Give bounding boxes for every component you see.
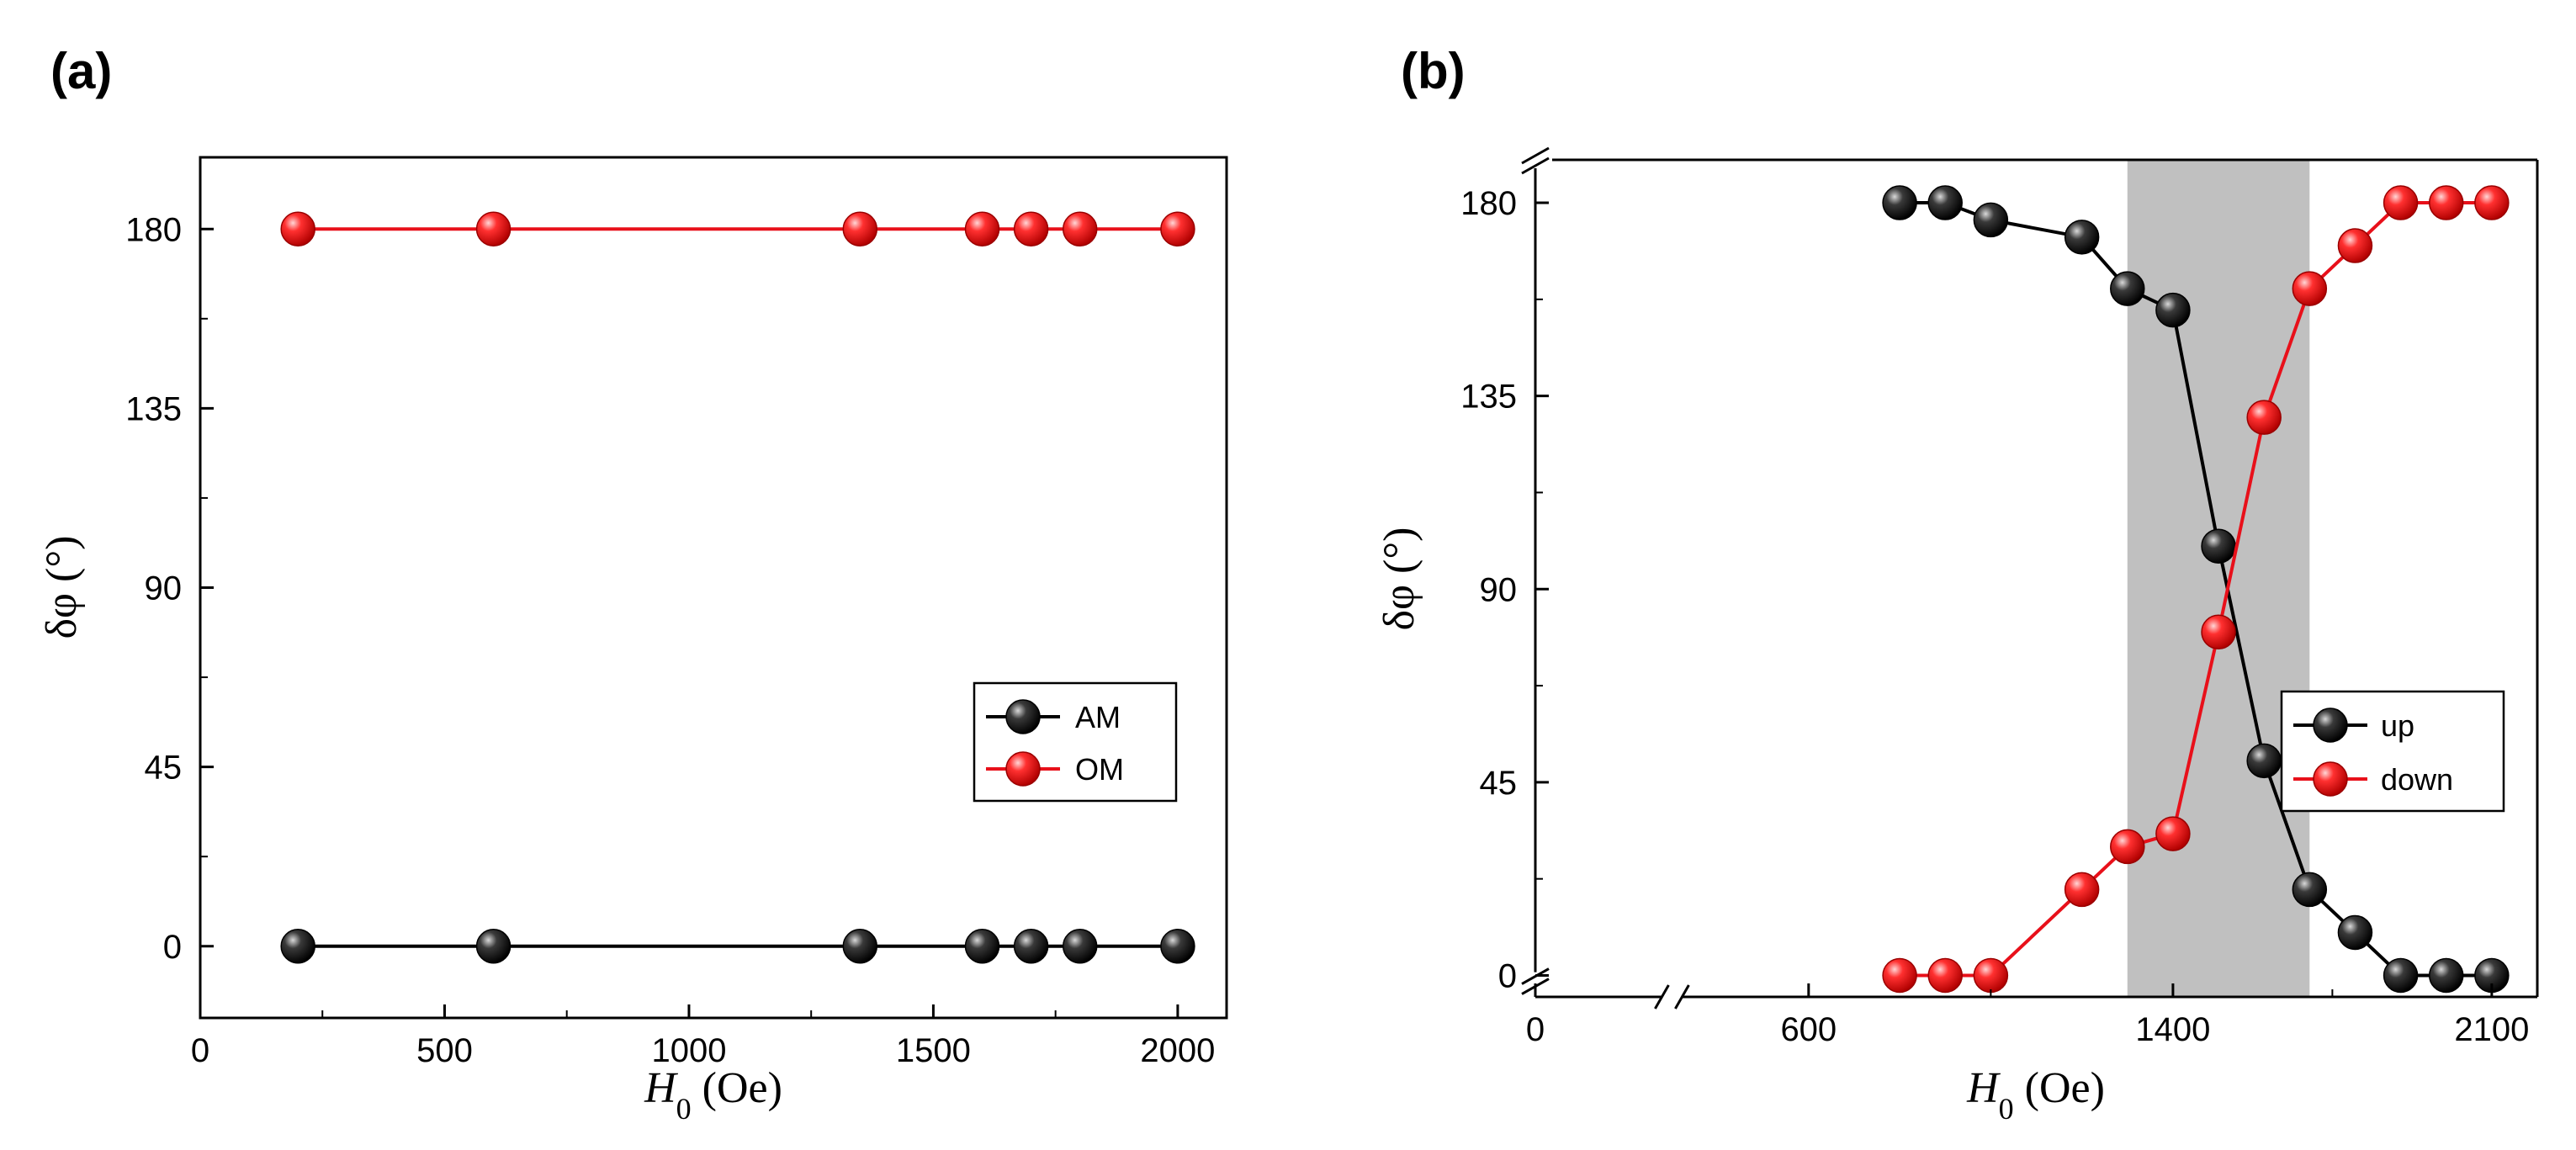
data-point-down bbox=[2474, 185, 2510, 220]
data-point-AM bbox=[1013, 929, 1049, 964]
x-tick-label: 1500 bbox=[896, 1032, 971, 1069]
data-point-down bbox=[1882, 957, 1917, 994]
legend-label-up: up bbox=[2381, 708, 2414, 743]
data-point-up bbox=[2201, 528, 2236, 564]
panel-a-xlabel: H0 (Oe) bbox=[644, 1064, 782, 1126]
data-point-down bbox=[2246, 400, 2282, 435]
panel-b-xlabel-unit: (Oe) bbox=[2014, 1064, 2105, 1112]
data-point-OM bbox=[1013, 211, 1049, 246]
data-point-OM bbox=[475, 211, 511, 246]
legend-marker-down bbox=[2313, 761, 2348, 797]
data-point-OM bbox=[1160, 211, 1195, 246]
data-point-down bbox=[2110, 829, 2145, 865]
data-point-AM bbox=[475, 929, 511, 964]
panel-a-legend: AM OM bbox=[973, 681, 1178, 803]
x-tick-label: 1000 bbox=[651, 1032, 726, 1069]
data-point-up bbox=[2064, 220, 2100, 255]
data-point-up bbox=[1927, 185, 1963, 220]
panel-a-xlabel-sub: 0 bbox=[676, 1092, 692, 1126]
x-axis-break-slash bbox=[1654, 984, 1670, 1010]
x-tick-label: 600 bbox=[1780, 1011, 1837, 1048]
y-tick-label: 90 bbox=[145, 570, 183, 607]
x-tick-label: 2100 bbox=[2454, 1011, 2529, 1048]
data-point-up bbox=[2337, 914, 2373, 951]
x-axis-break-gap bbox=[1662, 980, 1683, 1014]
panel-a-frame bbox=[199, 156, 1228, 1020]
panel-a-label: (a) bbox=[50, 43, 112, 99]
panel-b-ylabel: δφ (°) bbox=[1375, 527, 1423, 631]
panel-b-xlabel-var: H bbox=[1966, 1064, 2001, 1112]
data-point-up bbox=[1882, 185, 1917, 220]
panel-b-marks bbox=[1882, 185, 2510, 994]
data-point-up bbox=[2428, 957, 2464, 994]
data-point-down bbox=[2292, 271, 2328, 306]
panel-a-xlabel-unit: (Oe) bbox=[692, 1064, 782, 1112]
y-tick-label: 0 bbox=[1498, 957, 1517, 994]
panel-b-frame bbox=[1534, 158, 2539, 999]
data-point-OM bbox=[964, 211, 1000, 246]
y-tick-label: 90 bbox=[1480, 571, 1518, 608]
data-point-OM bbox=[1062, 211, 1098, 246]
x-tick-label: 2000 bbox=[1140, 1032, 1215, 1069]
data-point-down bbox=[2383, 185, 2419, 220]
y-tick-label: 135 bbox=[1460, 379, 1517, 416]
x-tick-label: 500 bbox=[416, 1032, 473, 1069]
panel-a-legend-box bbox=[973, 681, 1178, 803]
top-break-slash bbox=[1521, 146, 1550, 165]
panel-b-xlabel-sub: 0 bbox=[1999, 1092, 2014, 1126]
data-point-up bbox=[2155, 292, 2191, 328]
data-point-down bbox=[2155, 816, 2191, 851]
data-point-AM bbox=[1062, 929, 1098, 964]
data-point-down bbox=[2428, 185, 2464, 220]
panel-b-axes: 0 600 1400 2100 0 45 90 135 180 bbox=[1460, 185, 2529, 1048]
legend-label-down: down bbox=[2381, 762, 2453, 797]
data-point-up bbox=[2246, 743, 2282, 779]
panel-a-ylabel: δφ (°) bbox=[38, 536, 86, 639]
data-point-up bbox=[1973, 202, 2009, 238]
x-tick-label: 0 bbox=[1526, 1011, 1545, 1048]
legend-marker-AM bbox=[1005, 699, 1041, 734]
x-axis-break-slash bbox=[1674, 984, 1690, 1010]
x-tick-label: 0 bbox=[191, 1032, 209, 1069]
legend-marker-OM bbox=[1005, 751, 1041, 787]
data-point-OM bbox=[280, 211, 315, 246]
legend-label-AM: AM bbox=[1075, 700, 1121, 734]
data-point-AM bbox=[1160, 929, 1195, 964]
y-tick-label: 45 bbox=[1480, 765, 1518, 802]
panel-a-marks bbox=[280, 211, 1195, 964]
legend-label-OM: OM bbox=[1075, 752, 1124, 787]
panel-a-xlabel-var: H bbox=[644, 1064, 678, 1112]
data-point-AM bbox=[964, 929, 1000, 964]
shaded-region bbox=[2127, 160, 2310, 997]
y-tick-label: 180 bbox=[125, 211, 182, 248]
x-tick-label: 1400 bbox=[2135, 1011, 2210, 1048]
y-tick-label: 135 bbox=[125, 390, 182, 427]
y-tick-label: 180 bbox=[1460, 185, 1517, 222]
data-point-down bbox=[2064, 872, 2100, 908]
data-point-down bbox=[1927, 957, 1963, 994]
panel-b-shaded-region bbox=[2127, 160, 2310, 997]
data-point-OM bbox=[842, 211, 878, 246]
legend-marker-up bbox=[2313, 707, 2348, 743]
panel-a-axes: 0 500 1000 1500 2000 0 45 90 135 180 bbox=[125, 211, 1215, 1069]
data-point-down bbox=[2337, 228, 2373, 263]
data-point-up bbox=[2292, 872, 2328, 908]
panel-b-label: (b) bbox=[1401, 43, 1466, 99]
panel-b-axis-break-marks bbox=[1519, 146, 1690, 1014]
data-point-up bbox=[2110, 271, 2145, 306]
data-point-down bbox=[1973, 957, 2009, 994]
data-point-AM bbox=[280, 929, 315, 964]
top-break-gap bbox=[1519, 151, 1552, 168]
top-break-slash bbox=[1521, 156, 1550, 175]
data-point-AM bbox=[842, 929, 878, 964]
y-tick-label: 45 bbox=[145, 750, 183, 787]
data-point-down bbox=[2201, 614, 2236, 650]
panel-b-legend: up down bbox=[2280, 690, 2505, 813]
y-tick-label: 0 bbox=[163, 929, 182, 966]
panel-b-xlabel: H0 (Oe) bbox=[1966, 1064, 2105, 1126]
data-point-up bbox=[2383, 957, 2419, 994]
